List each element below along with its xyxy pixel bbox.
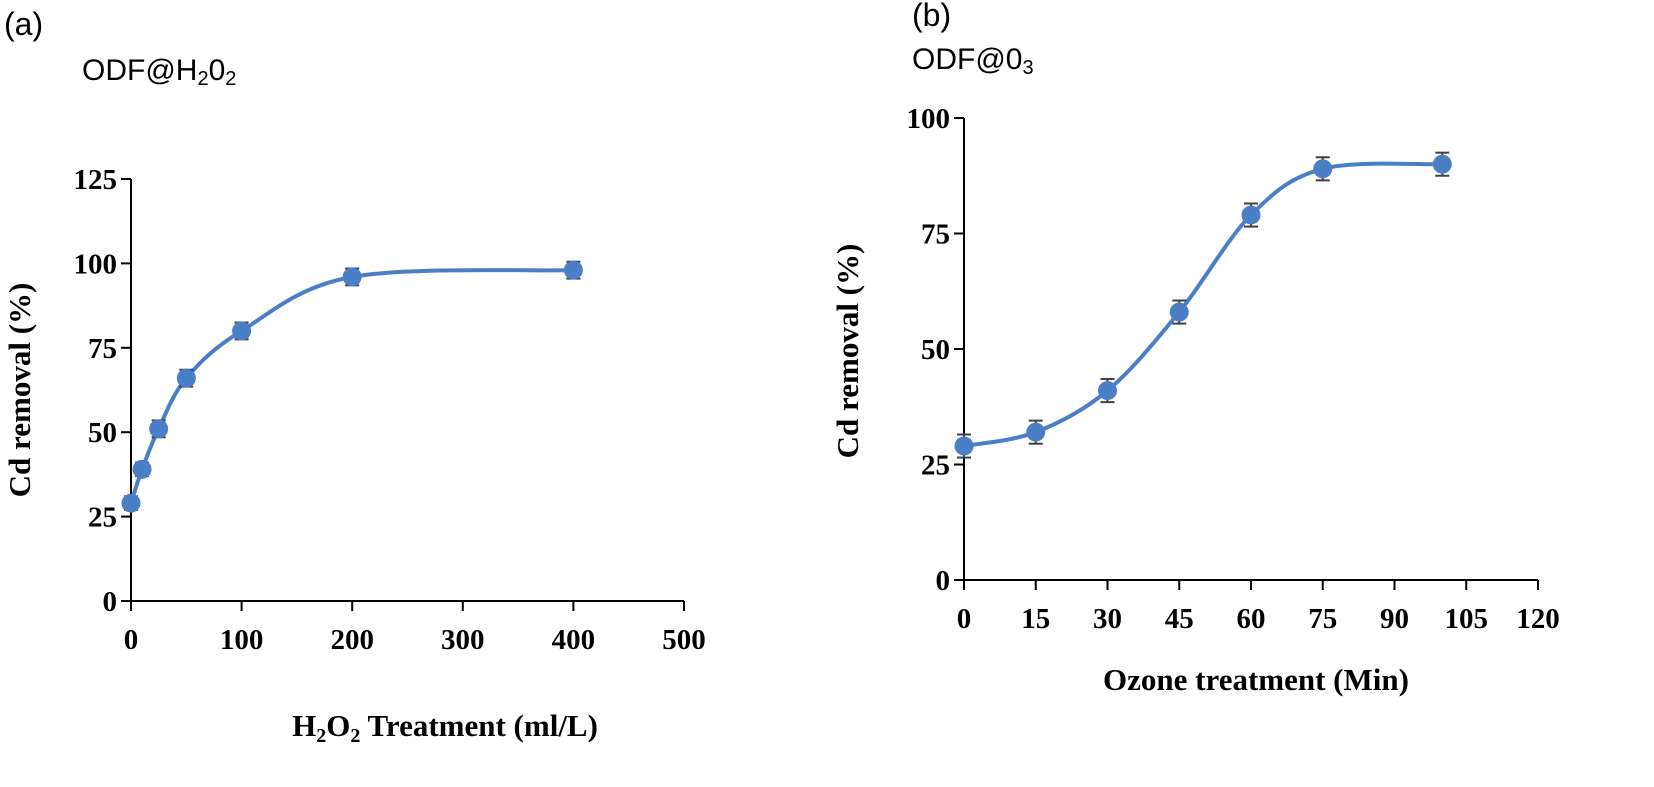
panel-b-label: (b) <box>912 0 951 33</box>
x-tick-label: 90 <box>1380 603 1409 635</box>
y-tick-label: 0 <box>103 586 118 618</box>
data-point <box>1169 302 1189 322</box>
x-tick-label: 15 <box>1021 603 1050 635</box>
data-point <box>1098 381 1117 401</box>
x-tick-label: 75 <box>1308 603 1337 635</box>
panel-a-title-main: ODF@H <box>82 54 197 87</box>
panel-a-y-label: Cd removal (%) <box>2 283 37 498</box>
data-point <box>954 436 974 456</box>
panel-a-x-label: H2O2 Treatment (ml/L) <box>292 708 598 747</box>
panel-b-y-label: Cd removal (%) <box>830 244 865 459</box>
panel-a-x-label-main: H <box>292 708 316 743</box>
data-point <box>232 321 252 341</box>
panel-a-title-sub2: 2 <box>225 68 236 90</box>
y-tick-label: 100 <box>74 248 118 280</box>
series-line <box>129 268 574 504</box>
panel-b-title: ODF@03 <box>912 43 1034 79</box>
panel-b-x-label: Ozone treatment (Min) <box>1103 662 1409 697</box>
x-tick-label: 30 <box>1093 603 1122 635</box>
data-point <box>176 368 196 388</box>
data-point <box>1432 154 1452 174</box>
panel-a-x-label-sub1: 2 <box>316 725 326 747</box>
y-tick-label: 25 <box>88 502 117 534</box>
panel-a-x-label-mid: O <box>326 708 350 743</box>
panel-a-series <box>121 260 583 513</box>
y-tick-label: 100 <box>907 103 951 135</box>
y-tick-label: 50 <box>921 334 950 366</box>
panel-a-title-sub1: 2 <box>197 68 208 90</box>
x-tick-label: 60 <box>1237 603 1266 635</box>
x-tick-label: 0 <box>124 624 139 656</box>
panel-b-y-ticks: 0 25 50 75 100 <box>907 103 964 597</box>
data-point <box>132 459 152 479</box>
x-tick-label: 45 <box>1165 603 1194 635</box>
x-tick-label: 200 <box>330 624 374 656</box>
data-point <box>1313 159 1333 179</box>
x-tick-label: 0 <box>957 603 972 635</box>
y-tick-label: 125 <box>74 164 118 196</box>
y-tick-label: 75 <box>88 333 117 365</box>
y-tick-label: 75 <box>921 219 950 251</box>
panel-b: (b) ODF@03 0 25 50 75 100 0 15 30 45 60 75 90 105 12… <box>830 0 1560 697</box>
data-point <box>121 493 141 513</box>
data-point <box>342 267 362 287</box>
x-tick-label: 100 <box>220 624 264 656</box>
data-point <box>149 419 169 439</box>
data-point <box>1241 205 1261 225</box>
y-tick-label: 25 <box>921 450 950 482</box>
panel-a-y-ticks: 0 25 50 75 100 125 <box>74 164 131 618</box>
x-tick-label: 120 <box>1516 603 1560 635</box>
x-tick-label: 105 <box>1445 603 1489 635</box>
panel-a-x-label-sub2: 2 <box>350 725 360 747</box>
data-point <box>1026 422 1046 442</box>
x-tick-label: 400 <box>552 624 596 656</box>
panel-a-x-label-rest: Treatment (ml/L) <box>360 708 598 743</box>
x-tick-label: 300 <box>441 624 485 656</box>
data-point <box>563 260 583 280</box>
panel-a-title-mid: 0 <box>209 54 226 87</box>
series-line <box>963 161 1443 448</box>
panel-a-label: (a) <box>4 6 43 42</box>
y-tick-label: 0 <box>936 565 951 597</box>
panel-a-title: ODF@H202 <box>82 54 236 90</box>
panel-b-title-main: ODF@0 <box>912 43 1022 76</box>
panel-a-x-ticks: 0 100 200 300 400 500 <box>124 601 706 656</box>
panel-b-title-sub1: 3 <box>1022 57 1033 79</box>
x-tick-label: 500 <box>662 624 706 656</box>
panel-b-series <box>954 151 1452 459</box>
y-tick-label: 50 <box>88 417 117 449</box>
panel-b-x-ticks: 0 15 30 45 60 75 90 105 120 <box>957 580 1560 635</box>
